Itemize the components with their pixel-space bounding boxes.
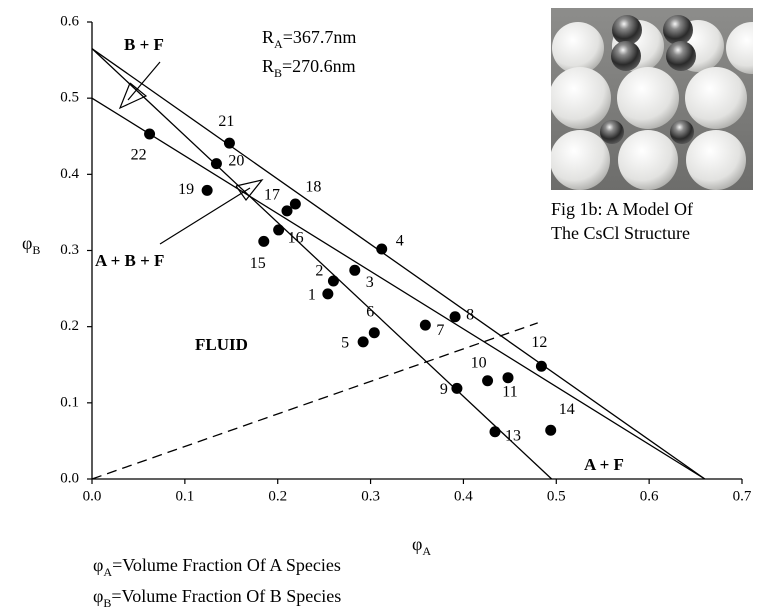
y-tick-label: 0.2 xyxy=(60,318,79,334)
radius-a: RA=367.7nm xyxy=(262,27,356,51)
boundary-line xyxy=(91,97,706,480)
data-point xyxy=(201,184,213,196)
point-label: 3 xyxy=(366,274,374,291)
point-label: 8 xyxy=(466,306,474,323)
x-axis-label: φA xyxy=(412,534,431,558)
point-label: 4 xyxy=(396,233,404,250)
data-point xyxy=(545,424,557,436)
dashed-line xyxy=(91,322,538,480)
data-point xyxy=(258,235,270,247)
data-point xyxy=(144,128,156,140)
data-point xyxy=(419,319,431,331)
y-tick-label: 0.1 xyxy=(60,394,79,410)
y-tick-label: 0.0 xyxy=(60,470,79,486)
data-point xyxy=(449,311,461,323)
data-point xyxy=(349,264,361,276)
point-label: 16 xyxy=(288,230,304,247)
point-label: 21 xyxy=(218,113,234,130)
definition: φA=Volume Fraction Of A Species xyxy=(93,555,341,579)
region-label: A + F xyxy=(584,455,624,474)
definition: φB=Volume Fraction Of B Species xyxy=(93,586,341,610)
x-tick-label: 0.3 xyxy=(361,488,380,504)
y-tick-label: 0.3 xyxy=(60,242,79,258)
inset-caption: The CsCl Structure xyxy=(551,223,690,243)
data-point xyxy=(223,137,235,149)
data-point xyxy=(357,336,369,348)
point-label: 17 xyxy=(264,187,280,204)
point-label: 9 xyxy=(440,381,448,398)
y-tick-label: 0.4 xyxy=(60,166,79,182)
arrow-head xyxy=(235,179,264,201)
point-label: 7 xyxy=(436,322,444,339)
point-label: 12 xyxy=(531,334,547,351)
inset-caption: Fig 1b: A Model Of xyxy=(551,199,693,219)
radius-b: RB=270.6nm xyxy=(262,56,356,80)
data-point xyxy=(482,375,494,387)
point-label: 6 xyxy=(366,303,374,320)
x-tick-label: 0.2 xyxy=(268,488,287,504)
data-point xyxy=(368,327,380,339)
data-point xyxy=(327,275,339,287)
data-point xyxy=(451,382,463,394)
data-point xyxy=(376,243,388,255)
region-label: FLUID xyxy=(195,335,248,354)
point-label: 22 xyxy=(131,147,147,164)
data-point xyxy=(210,158,222,170)
y-tick-label: 0.5 xyxy=(60,90,79,106)
inset-photo xyxy=(551,8,753,190)
x-tick-label: 0.6 xyxy=(640,488,659,504)
point-label: 13 xyxy=(505,427,521,444)
arrow-head xyxy=(118,82,148,110)
x-tick-label: 0.0 xyxy=(83,488,102,504)
x-tick-label: 0.1 xyxy=(175,488,194,504)
point-label: 20 xyxy=(228,152,244,169)
region-label: A + B + F xyxy=(95,251,164,270)
data-point xyxy=(289,198,301,210)
arrow-line xyxy=(159,187,251,245)
boundary-line xyxy=(91,48,553,480)
data-point xyxy=(502,372,514,384)
data-point xyxy=(273,224,285,236)
point-label: 5 xyxy=(341,335,349,352)
point-label: 19 xyxy=(178,181,194,198)
point-label: 18 xyxy=(305,179,321,196)
point-label: 1 xyxy=(308,287,316,304)
x-tick-label: 0.5 xyxy=(547,488,566,504)
data-point xyxy=(322,288,334,300)
point-label: 14 xyxy=(559,401,575,418)
x-tick-label: 0.7 xyxy=(733,488,752,504)
point-label: 10 xyxy=(471,354,487,371)
data-point xyxy=(535,360,547,372)
boundary-line xyxy=(91,48,706,480)
region-label: B + F xyxy=(124,35,164,54)
data-point xyxy=(281,205,293,217)
data-point xyxy=(489,426,501,438)
point-label: 11 xyxy=(502,383,517,400)
point-label: 15 xyxy=(250,255,266,272)
point-label: 2 xyxy=(315,263,323,280)
arrows xyxy=(118,61,264,245)
x-tick-label: 0.4 xyxy=(454,488,473,504)
y-axis-label: φB xyxy=(22,233,40,257)
arrow-line xyxy=(127,61,161,101)
y-tick-label: 0.6 xyxy=(60,13,79,29)
